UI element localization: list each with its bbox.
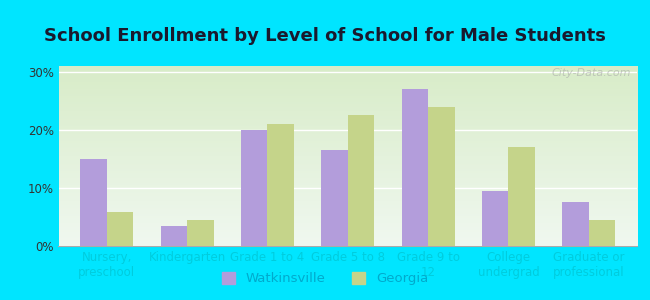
Legend: Watkinsville, Georgia: Watkinsville, Georgia [216, 266, 434, 290]
Bar [80, 159, 107, 246]
Bar [348, 116, 374, 246]
Text: City-Data.com: City-Data.com [552, 68, 631, 78]
Text: School Enrollment by Level of School for Male Students: School Enrollment by Level of School for… [44, 27, 606, 45]
Bar [562, 202, 589, 246]
Bar [589, 220, 616, 246]
Bar [508, 147, 535, 246]
Bar [187, 220, 214, 246]
Bar [241, 130, 267, 246]
Bar [321, 150, 348, 246]
Bar [107, 212, 133, 246]
Bar [482, 191, 508, 246]
Bar [402, 89, 428, 246]
Bar [267, 124, 294, 246]
Bar [428, 106, 454, 246]
Bar [161, 226, 187, 246]
